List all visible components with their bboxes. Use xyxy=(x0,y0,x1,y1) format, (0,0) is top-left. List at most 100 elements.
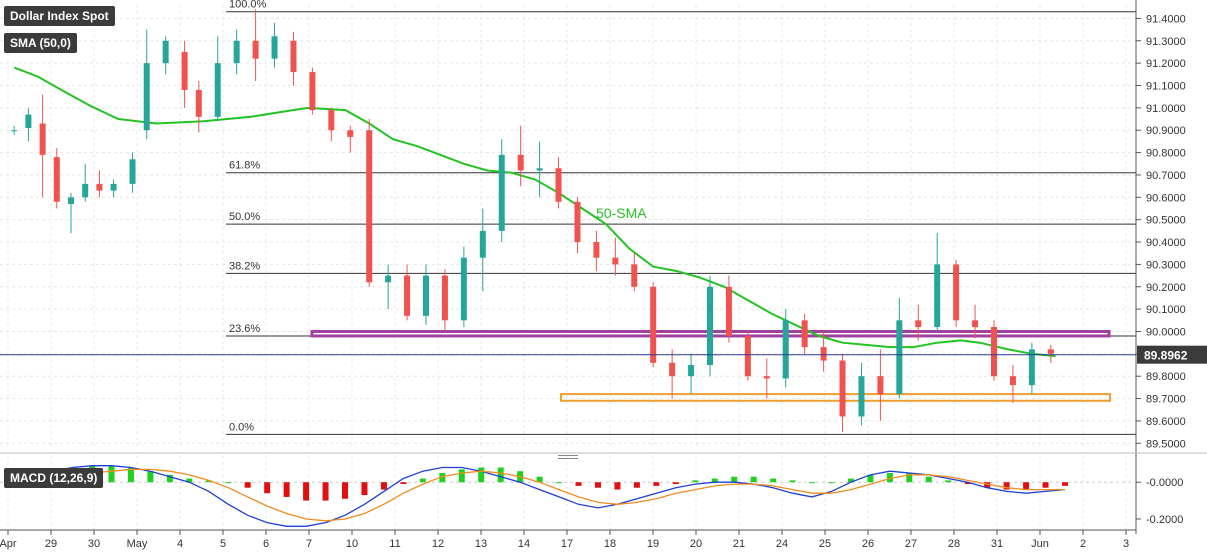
candle-down xyxy=(744,335,751,377)
candle-down xyxy=(53,157,60,202)
candle-up xyxy=(423,275,429,316)
candle-up xyxy=(68,197,74,205)
candle-up xyxy=(782,320,789,379)
candle-down xyxy=(195,89,202,117)
date-tick-label: 28 xyxy=(948,538,960,550)
price-tick-label: 90.2000 xyxy=(1146,282,1186,294)
macd-histogram-bar xyxy=(283,482,290,497)
price-tick-label: 90.5000 xyxy=(1146,215,1186,227)
candle-down xyxy=(290,40,297,73)
date-tick-label: 26 xyxy=(862,538,874,550)
fib-level-label: 23.6% xyxy=(229,323,260,335)
macd-histogram-bar xyxy=(692,480,699,483)
macd-histogram-bar xyxy=(925,476,932,483)
candle-up xyxy=(688,365,695,377)
macd-signal-line xyxy=(14,468,1065,522)
macd-histogram-bar xyxy=(458,469,465,483)
candle-down xyxy=(669,362,676,377)
candle-up xyxy=(536,168,543,171)
candle-down xyxy=(839,360,846,417)
macd-histogram-bar xyxy=(789,480,796,483)
macd-line xyxy=(14,465,1066,527)
price-tick-label: 90.7000 xyxy=(1146,170,1186,182)
macd-histogram-bar xyxy=(361,482,368,496)
candle-down xyxy=(1047,349,1054,354)
pane-resize-handle[interactable] xyxy=(558,455,578,456)
candlesticks xyxy=(11,9,1054,433)
date-tick-label: 25 xyxy=(819,538,831,550)
macd-histogram-bar xyxy=(731,476,738,483)
candle-down xyxy=(991,327,997,377)
date-tick-label: 27 xyxy=(905,538,917,550)
candle-down xyxy=(96,183,103,191)
candle-up xyxy=(896,320,903,395)
current-price-box xyxy=(1137,345,1207,364)
candle-down xyxy=(877,376,884,395)
candle-up xyxy=(934,264,941,328)
macd-histogram-bar xyxy=(147,471,154,483)
price-axis: 91.4000 91.3000 91.2000 91.1000 91.0000 90.90… xyxy=(0,0,1207,534)
date-tick-label: 12 xyxy=(432,538,444,550)
macd-histogram-bar xyxy=(847,478,854,483)
macd-histogram-bar xyxy=(828,482,835,484)
macd-histogram-bar xyxy=(244,482,251,488)
candle-down xyxy=(309,72,316,111)
date-tick-label: 3 xyxy=(1123,538,1129,550)
macd-histogram-bar xyxy=(536,476,543,483)
macd-histogram-bar xyxy=(945,480,952,483)
candle-up xyxy=(858,376,865,417)
date-tick-label: 7 xyxy=(306,538,312,550)
date-tick-label: 11 xyxy=(389,538,400,550)
price-tick-label: 91.4000 xyxy=(1146,13,1186,25)
candle-up xyxy=(707,286,713,366)
date-tick-label: 24 xyxy=(776,538,788,550)
candle-down xyxy=(593,242,600,258)
macd-histogram-bar xyxy=(672,482,679,485)
candle-up xyxy=(214,63,221,117)
macd-histogram-bar xyxy=(264,482,271,494)
macd-tick-label: -0.0000 xyxy=(1146,477,1183,489)
sma-annotation: 50-SMA xyxy=(596,205,647,221)
candle-down xyxy=(252,40,259,59)
macd-histogram-bar xyxy=(556,482,563,484)
date-tick-label: 18 xyxy=(604,538,616,550)
candle-up xyxy=(498,154,505,231)
macd-tick-label: -0.2000 xyxy=(1146,514,1183,526)
macd-histogram-bar xyxy=(964,482,971,485)
date-tick-label: 17 xyxy=(561,538,573,550)
macd-histogram-bar xyxy=(594,482,601,488)
candle-down xyxy=(631,264,638,287)
date-tick-label: 20 xyxy=(690,538,702,550)
macd-histogram-bar xyxy=(439,473,446,483)
candle-down xyxy=(820,347,827,361)
price-tick-label: 90.9000 xyxy=(1146,125,1186,137)
candle-down xyxy=(181,51,188,90)
price-tick-label: 89.6000 xyxy=(1146,416,1186,428)
candle-up xyxy=(162,40,169,64)
candle-down xyxy=(404,275,411,316)
macd-histogram-bar xyxy=(867,474,874,483)
candle-down xyxy=(347,130,354,137)
fib-level-label: 100.0% xyxy=(229,0,267,11)
instrument-label[interactable]: Dollar Index Spot xyxy=(4,6,115,26)
candle-up xyxy=(129,159,136,184)
date-tick-label: Apr xyxy=(0,538,17,550)
macd-histogram-bar xyxy=(1042,482,1049,488)
date-tick-label: 5 xyxy=(220,538,226,550)
candle-up xyxy=(460,257,467,321)
macd-indicator-label[interactable]: MACD (12,26,9) xyxy=(4,468,104,488)
price-tick-label: 91.3000 xyxy=(1146,36,1186,48)
date-tick-label: May xyxy=(127,538,148,550)
candle-down xyxy=(915,320,922,328)
macd-histogram-bar xyxy=(166,474,173,483)
pane-resize-handle-line[interactable] xyxy=(558,458,578,459)
candle-down xyxy=(972,320,979,328)
candle-down xyxy=(650,286,657,363)
macd-histogram-bar xyxy=(380,482,387,490)
macd-histogram-bar xyxy=(906,473,913,483)
macd-histogram-bar xyxy=(478,467,485,483)
candle-down xyxy=(801,320,808,348)
sma-indicator-label[interactable]: SMA (50,0) xyxy=(4,33,77,53)
date-tick-label: 30 xyxy=(88,538,100,550)
